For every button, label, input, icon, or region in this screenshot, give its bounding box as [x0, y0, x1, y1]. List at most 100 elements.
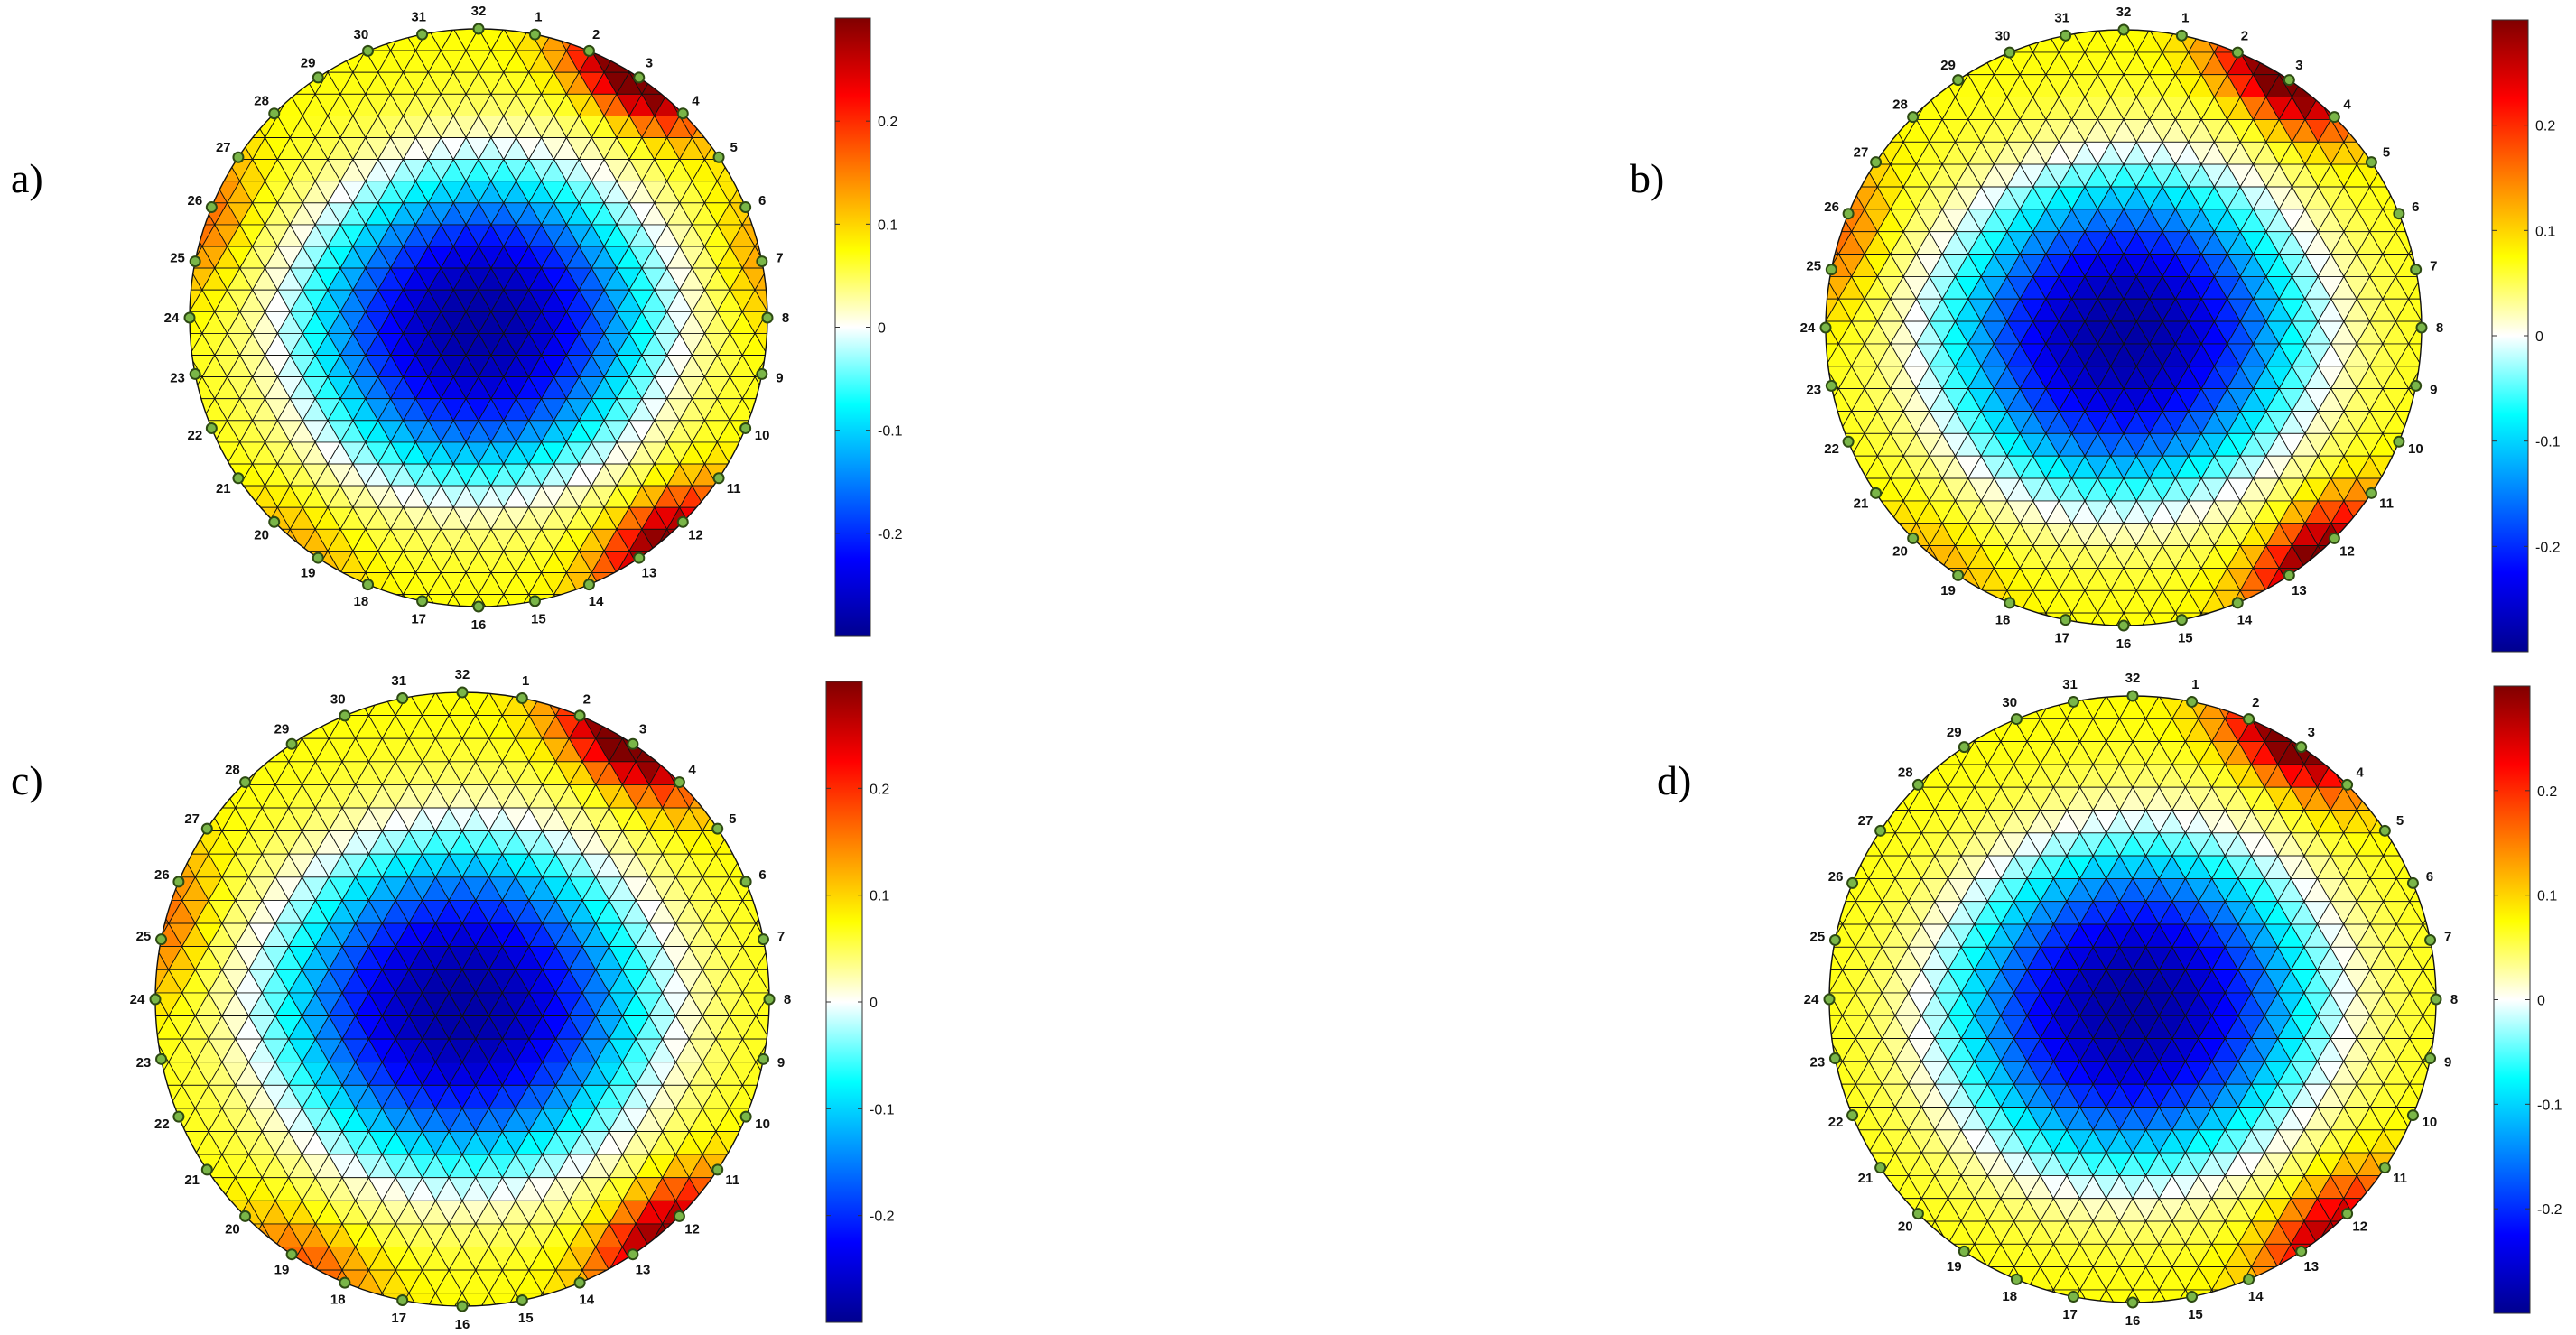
mesh-cell	[1864, 523, 1892, 547]
mesh-cell	[155, 899, 156, 924]
electrode-marker	[1958, 741, 1970, 754]
electrode-marker	[2406, 876, 2419, 889]
colorbar-tick-label: 0.1	[878, 218, 897, 233]
mesh-cell	[1826, 230, 1840, 255]
electrode-label: 25	[170, 251, 185, 266]
electrode-label: 18	[1995, 612, 2011, 627]
mesh-cell	[168, 830, 197, 856]
mesh-cell	[1967, 30, 1995, 53]
electrode-marker	[627, 1248, 639, 1261]
electrode-label: 2	[2241, 29, 2248, 44]
mesh-cell	[1829, 1015, 1830, 1039]
electrode-label: 32	[2116, 5, 2132, 20]
electrode-label: 11	[2393, 1171, 2407, 1186]
mesh-cell	[1954, 589, 1982, 614]
colorbar-d: 0.20.10-0.1-0.2	[2493, 685, 2562, 1314]
electrode-marker	[739, 876, 752, 888]
electrode-marker	[2186, 1291, 2199, 1303]
mesh-cell	[2395, 163, 2422, 188]
mesh-cell	[427, 29, 454, 30]
electrode-label: 13	[636, 1262, 651, 1277]
mesh-cell	[181, 783, 209, 809]
electrode-label: 19	[1947, 1259, 1962, 1275]
mesh-cell	[276, 550, 303, 574]
mesh-cell	[2368, 118, 2397, 143]
electrode-label: 23	[136, 1055, 152, 1071]
electrode-marker	[627, 737, 639, 750]
electrode-marker	[633, 71, 646, 84]
electrode-label: 2	[592, 27, 600, 42]
electrode-marker	[2341, 778, 2354, 791]
electrode-marker	[1846, 1109, 1859, 1122]
electrode-label: 18	[2002, 1289, 2017, 1304]
electrode-label: 15	[518, 1311, 534, 1326]
electrode-marker	[416, 28, 429, 41]
electrode-label: 22	[188, 428, 203, 443]
electrode-label: 26	[1824, 199, 1839, 215]
mesh-cell	[608, 692, 637, 717]
mesh-cell	[541, 692, 571, 693]
electrode-marker	[312, 552, 324, 564]
mesh-cell	[2148, 30, 2177, 31]
mesh-cell	[2264, 696, 2292, 720]
electrode-label: 3	[2308, 725, 2315, 740]
mesh-cell	[691, 506, 719, 530]
electrode-marker	[1874, 1162, 1887, 1174]
electrode-label: 15	[531, 611, 546, 626]
mesh-cell	[1980, 589, 2008, 614]
electrode-label: 11	[725, 1173, 739, 1188]
electrode-marker	[2243, 1273, 2255, 1285]
electrode-label: 6	[758, 193, 766, 209]
mesh-cell	[2435, 946, 2436, 971]
mesh-cell	[488, 692, 516, 693]
electrode-marker	[200, 822, 213, 835]
electrode-label: 14	[589, 594, 604, 609]
electrode-label: 14	[579, 1293, 594, 1308]
mesh-cell	[2210, 696, 2239, 697]
electrode-marker	[149, 993, 162, 1006]
mesh-cell	[2356, 523, 2384, 547]
electrode-label: 20	[254, 527, 269, 542]
electrode-label: 6	[2412, 199, 2419, 215]
mesh-cell	[595, 692, 624, 717]
mesh-cell	[2135, 30, 2163, 31]
electrode-marker	[2328, 111, 2340, 124]
electrode-marker	[633, 552, 646, 564]
electrode-label: 1	[522, 673, 529, 689]
mesh-cell	[155, 1131, 183, 1155]
colorbar-gradient	[834, 17, 871, 637]
electrode-label: 3	[2295, 58, 2302, 73]
colorbar-tick-label: -0.1	[870, 1102, 895, 1117]
mesh-cell	[654, 550, 681, 574]
electrode-label: 29	[1947, 725, 1962, 740]
mesh-cell	[1826, 231, 1827, 255]
electrode-label: 17	[2054, 630, 2069, 645]
electrode-label: 11	[727, 481, 741, 496]
mesh-cell	[1960, 696, 1989, 719]
electrode-marker	[712, 151, 725, 163]
mesh-cell	[1826, 342, 1827, 367]
mesh-cell	[768, 1015, 769, 1040]
mesh-cell	[2093, 1312, 2119, 1335]
mesh-cell	[2330, 740, 2358, 765]
colorbar-tick-label: -0.2	[2537, 1202, 2562, 1218]
mesh-cell	[1829, 969, 1830, 994]
electrode-label: 22	[1824, 441, 1839, 457]
electrode-label: 27	[1854, 145, 1869, 161]
electrode-label: 23	[170, 370, 185, 385]
electrode-marker	[232, 472, 245, 485]
mesh-cell	[190, 158, 216, 182]
electrode-label: 12	[2352, 1219, 2367, 1235]
electrode-marker	[761, 311, 774, 324]
colorbar-gradient	[2493, 685, 2531, 1314]
electrode-label: 7	[2430, 259, 2437, 274]
electrode-marker	[155, 1052, 168, 1065]
electrode-marker	[2186, 695, 2199, 708]
electrode-marker	[2295, 1245, 2308, 1257]
electrode-marker	[232, 151, 245, 163]
mesh-cell	[2070, 30, 2099, 31]
mesh-cell	[1973, 696, 2002, 720]
mesh-cell	[1826, 410, 1840, 434]
electrode-label: 12	[2339, 543, 2355, 559]
electrode-label: 4	[688, 762, 696, 777]
